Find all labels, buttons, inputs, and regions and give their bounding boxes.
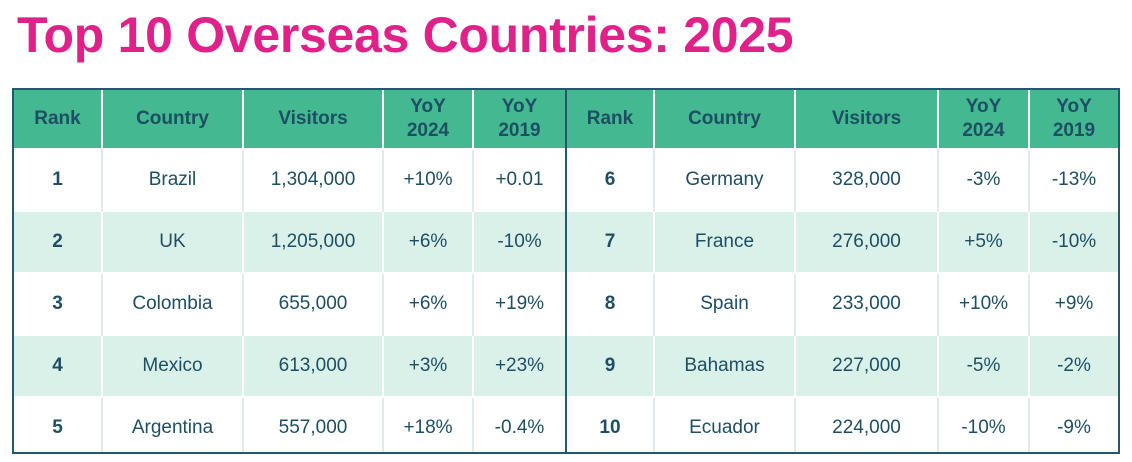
yoy-2024-cell: -10% xyxy=(938,396,1030,452)
yoy-2024-header-line2: 2024 xyxy=(406,120,450,141)
country-cell: Germany xyxy=(654,148,796,211)
yoy-2024-cell: -3% xyxy=(938,148,1030,211)
rank-cell: 7 xyxy=(566,210,655,273)
yoy-2024-header: YoY 2024 xyxy=(383,90,474,149)
table-header-row: Rank Country Visitors YoY 2024 YoY 2019 … xyxy=(14,90,1118,149)
yoy-2019-cell: -10% xyxy=(473,210,567,273)
rank-cell: 4 xyxy=(14,334,103,397)
yoy-2019-cell: +19% xyxy=(473,272,567,335)
visitors-table-frame: Rank Country Visitors YoY 2024 YoY 2019 … xyxy=(12,88,1120,454)
visitors-cell: 613,000 xyxy=(243,334,384,397)
rank-header-right: Rank xyxy=(566,90,655,149)
visitors-cell: 557,000 xyxy=(243,396,384,452)
yoy-2024-cell: +10% xyxy=(938,272,1030,335)
country-cell: UK xyxy=(102,210,244,273)
yoy-2019-cell: +0.01 xyxy=(473,148,567,211)
yoy-2019-cell: -2% xyxy=(1029,334,1118,397)
yoy-2019-header-line2: 2019 xyxy=(498,120,541,141)
rank-cell: 6 xyxy=(566,148,655,211)
yoy-2019-cell: -10% xyxy=(1029,210,1118,273)
yoy-2019-header-right-line1: YoY xyxy=(1056,96,1092,117)
yoy-2019-header: YoY 2019 xyxy=(473,90,567,149)
visitors-header: Visitors xyxy=(243,90,384,149)
visitors-header-right: Visitors xyxy=(795,90,939,149)
visitors-table: Rank Country Visitors YoY 2024 YoY 2019 … xyxy=(14,90,1118,452)
visitors-cell: 227,000 xyxy=(795,334,939,397)
rank-header: Rank xyxy=(14,90,103,149)
visitors-cell: 1,304,000 xyxy=(243,148,384,211)
yoy-2024-cell: +18% xyxy=(383,396,474,452)
country-cell: Ecuador xyxy=(654,396,796,452)
table-row: 5 Argentina 557,000 +18% -0.4% 10 Ecuado… xyxy=(14,396,1118,452)
country-cell: France xyxy=(654,210,796,273)
page-title: Top 10 Overseas Countries: 2025 xyxy=(17,7,794,63)
yoy-2024-cell: +3% xyxy=(383,334,474,397)
yoy-2024-cell: +6% xyxy=(383,272,474,335)
yoy-2019-cell: -9% xyxy=(1029,396,1118,452)
yoy-2019-header-right: YoY 2019 xyxy=(1029,90,1118,149)
yoy-2019-cell: +9% xyxy=(1029,272,1118,335)
yoy-2019-header-right-line2: 2019 xyxy=(1052,120,1096,141)
rank-cell: 8 xyxy=(566,272,655,335)
visitors-cell: 276,000 xyxy=(795,210,939,273)
country-header: Country xyxy=(102,90,244,149)
yoy-2024-header-right-line2: 2024 xyxy=(962,120,1005,141)
country-cell: Spain xyxy=(654,272,796,335)
yoy-2019-header-line1: YoY xyxy=(501,96,538,117)
yoy-2024-header-right-line1: YoY xyxy=(965,96,1002,117)
visitors-cell: 224,000 xyxy=(795,396,939,452)
rank-cell: 2 xyxy=(14,210,103,273)
table-row: 3 Colombia 655,000 +6% +19% 8 Spain 233,… xyxy=(14,272,1118,335)
table-row: 2 UK 1,205,000 +6% -10% 7 France 276,000… xyxy=(14,210,1118,273)
yoy-2019-cell: +23% xyxy=(473,334,567,397)
country-header-right: Country xyxy=(654,90,796,149)
country-cell: Argentina xyxy=(102,396,244,452)
yoy-2019-cell: -0.4% xyxy=(473,396,567,452)
rank-cell: 10 xyxy=(566,396,655,452)
yoy-2024-header-line1: YoY xyxy=(410,96,446,117)
yoy-2024-header-right: YoY 2024 xyxy=(938,90,1030,149)
yoy-2024-cell: -5% xyxy=(938,334,1030,397)
rank-cell: 5 xyxy=(14,396,103,452)
visitors-cell: 1,205,000 xyxy=(243,210,384,273)
yoy-2024-cell: +10% xyxy=(383,148,474,211)
country-cell: Colombia xyxy=(102,272,244,335)
yoy-2019-cell: -13% xyxy=(1029,148,1118,211)
table-row: 1 Brazil 1,304,000 +10% +0.01 6 Germany … xyxy=(14,148,1118,211)
yoy-2024-cell: +6% xyxy=(383,210,474,273)
country-cell: Brazil xyxy=(102,148,244,211)
country-cell: Bahamas xyxy=(654,334,796,397)
visitors-cell: 233,000 xyxy=(795,272,939,335)
rank-cell: 9 xyxy=(566,334,655,397)
visitors-cell: 655,000 xyxy=(243,272,384,335)
rank-cell: 3 xyxy=(14,272,103,335)
yoy-2024-cell: +5% xyxy=(938,210,1030,273)
rank-cell: 1 xyxy=(14,148,103,211)
visitors-cell: 328,000 xyxy=(795,148,939,211)
country-cell: Mexico xyxy=(102,334,244,397)
table-row: 4 Mexico 613,000 +3% +23% 9 Bahamas 227,… xyxy=(14,334,1118,397)
